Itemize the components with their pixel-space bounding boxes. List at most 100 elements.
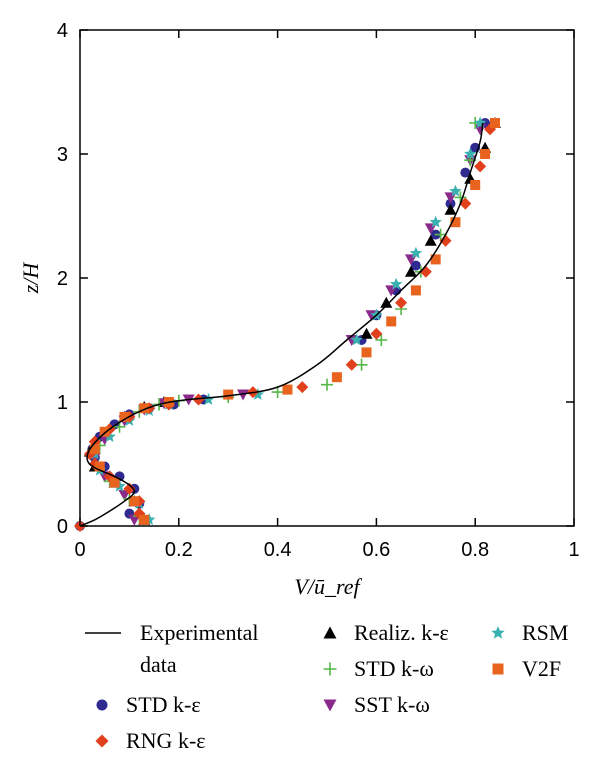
data-point [89, 444, 100, 455]
plot-frame [79, 29, 575, 527]
data-marks [74, 116, 501, 532]
legend-item: STD k-ω [323, 656, 434, 681]
data-point [251, 388, 265, 400]
data-point [449, 184, 462, 197]
data-point [271, 386, 284, 399]
data-point [464, 147, 477, 160]
data-point [139, 403, 150, 414]
data-point [129, 496, 140, 507]
series-std-k- [88, 117, 482, 523]
series-v2f [89, 118, 500, 525]
data-point [430, 254, 441, 265]
data-point [489, 118, 500, 128]
data-point [361, 347, 372, 358]
data-point [192, 393, 205, 406]
legend-swatch [323, 626, 337, 639]
x-tick-label: 0.2 [165, 539, 193, 561]
data-point [473, 116, 487, 129]
data-point [429, 215, 442, 228]
data-point [94, 461, 105, 472]
x-tick-label: 0 [74, 539, 85, 561]
legend-swatch [491, 626, 505, 639]
legend-swatch [492, 663, 504, 675]
data-point [223, 389, 234, 400]
data-point [123, 482, 136, 495]
x-tick-label: 0.4 [264, 539, 292, 561]
experimental-line [79, 122, 484, 527]
series-realiz-k- [83, 117, 501, 525]
data-point [474, 160, 487, 173]
data-point [444, 203, 457, 215]
data-point [424, 234, 437, 246]
legend-item: STD k-ε [96, 692, 201, 717]
legend-swatch [323, 662, 337, 676]
legend-swatch [96, 699, 108, 711]
data-point [237, 389, 250, 401]
legend-label: Realiz. k-ε [354, 620, 449, 645]
data-point [404, 265, 417, 277]
x-tick-label: 0.6 [362, 539, 390, 561]
data-point [202, 393, 215, 405]
data-point [386, 316, 397, 327]
legend-item: RSM [491, 620, 568, 645]
data-point [375, 334, 388, 346]
y-tick-label: 1 [57, 392, 68, 414]
data-point [434, 228, 447, 241]
data-point [470, 180, 481, 190]
data-point [395, 296, 408, 309]
data-point [410, 285, 421, 296]
legend-label-cont: data [140, 652, 177, 677]
data-point [409, 246, 423, 259]
series-rsm [88, 116, 487, 526]
legend-label: RSM [522, 620, 568, 645]
data-point [282, 384, 293, 395]
legend-item: RNG k-ε [95, 728, 206, 753]
legend: Experimental data Realiz. k-ε RSM STD k-ω V2F… [85, 620, 568, 753]
data-point [445, 198, 456, 209]
legend-label: RNG k-ε [126, 728, 206, 753]
data-point [380, 296, 393, 308]
series-rng-k- [74, 123, 497, 532]
series-experimental-data [79, 122, 484, 527]
legend-item: SST k-ω [323, 692, 430, 717]
data-point [331, 372, 342, 383]
y-tick-label: 3 [57, 144, 68, 166]
data-point [459, 197, 472, 210]
legend-item: Realiz. k-ε [323, 620, 449, 645]
data-point [410, 260, 421, 271]
data-point [480, 149, 491, 159]
legend-label: STD k-ω [354, 656, 434, 681]
legend-item: V2F [492, 656, 561, 681]
data-point [139, 514, 150, 525]
data-point [439, 234, 452, 247]
series-std-k- [75, 118, 491, 531]
legend-swatch [95, 734, 109, 748]
data-point [389, 277, 403, 290]
legend-label: V2F [522, 656, 561, 681]
y-tick-label: 0 [57, 516, 68, 538]
data-point [345, 358, 358, 371]
data-point [454, 191, 467, 204]
data-point [460, 167, 471, 178]
legend-item: Experimental data [85, 620, 259, 677]
data-point [450, 217, 461, 228]
x-tick-label: 1 [568, 539, 579, 561]
series-sst-k- [88, 124, 487, 526]
x-tick-label: 0.8 [461, 539, 489, 561]
data-point [360, 327, 373, 339]
axis-ticks: 0 0.2 0.4 0.6 0.8 1 0 1 2 3 4 [57, 20, 580, 561]
plot-area [79, 29, 575, 527]
x-axis-title: V/ū_ref [294, 574, 362, 599]
data-point [370, 327, 383, 340]
data-point [119, 411, 130, 422]
y-tick-label: 2 [57, 268, 68, 290]
legend-label: Experimental [140, 620, 259, 645]
data-point [296, 381, 309, 394]
data-point [350, 333, 363, 346]
data-point [99, 426, 110, 437]
legend-label: STD k-ε [126, 692, 201, 717]
data-point [321, 378, 333, 391]
data-point [109, 477, 120, 488]
y-axis-title: z/H [18, 262, 43, 295]
